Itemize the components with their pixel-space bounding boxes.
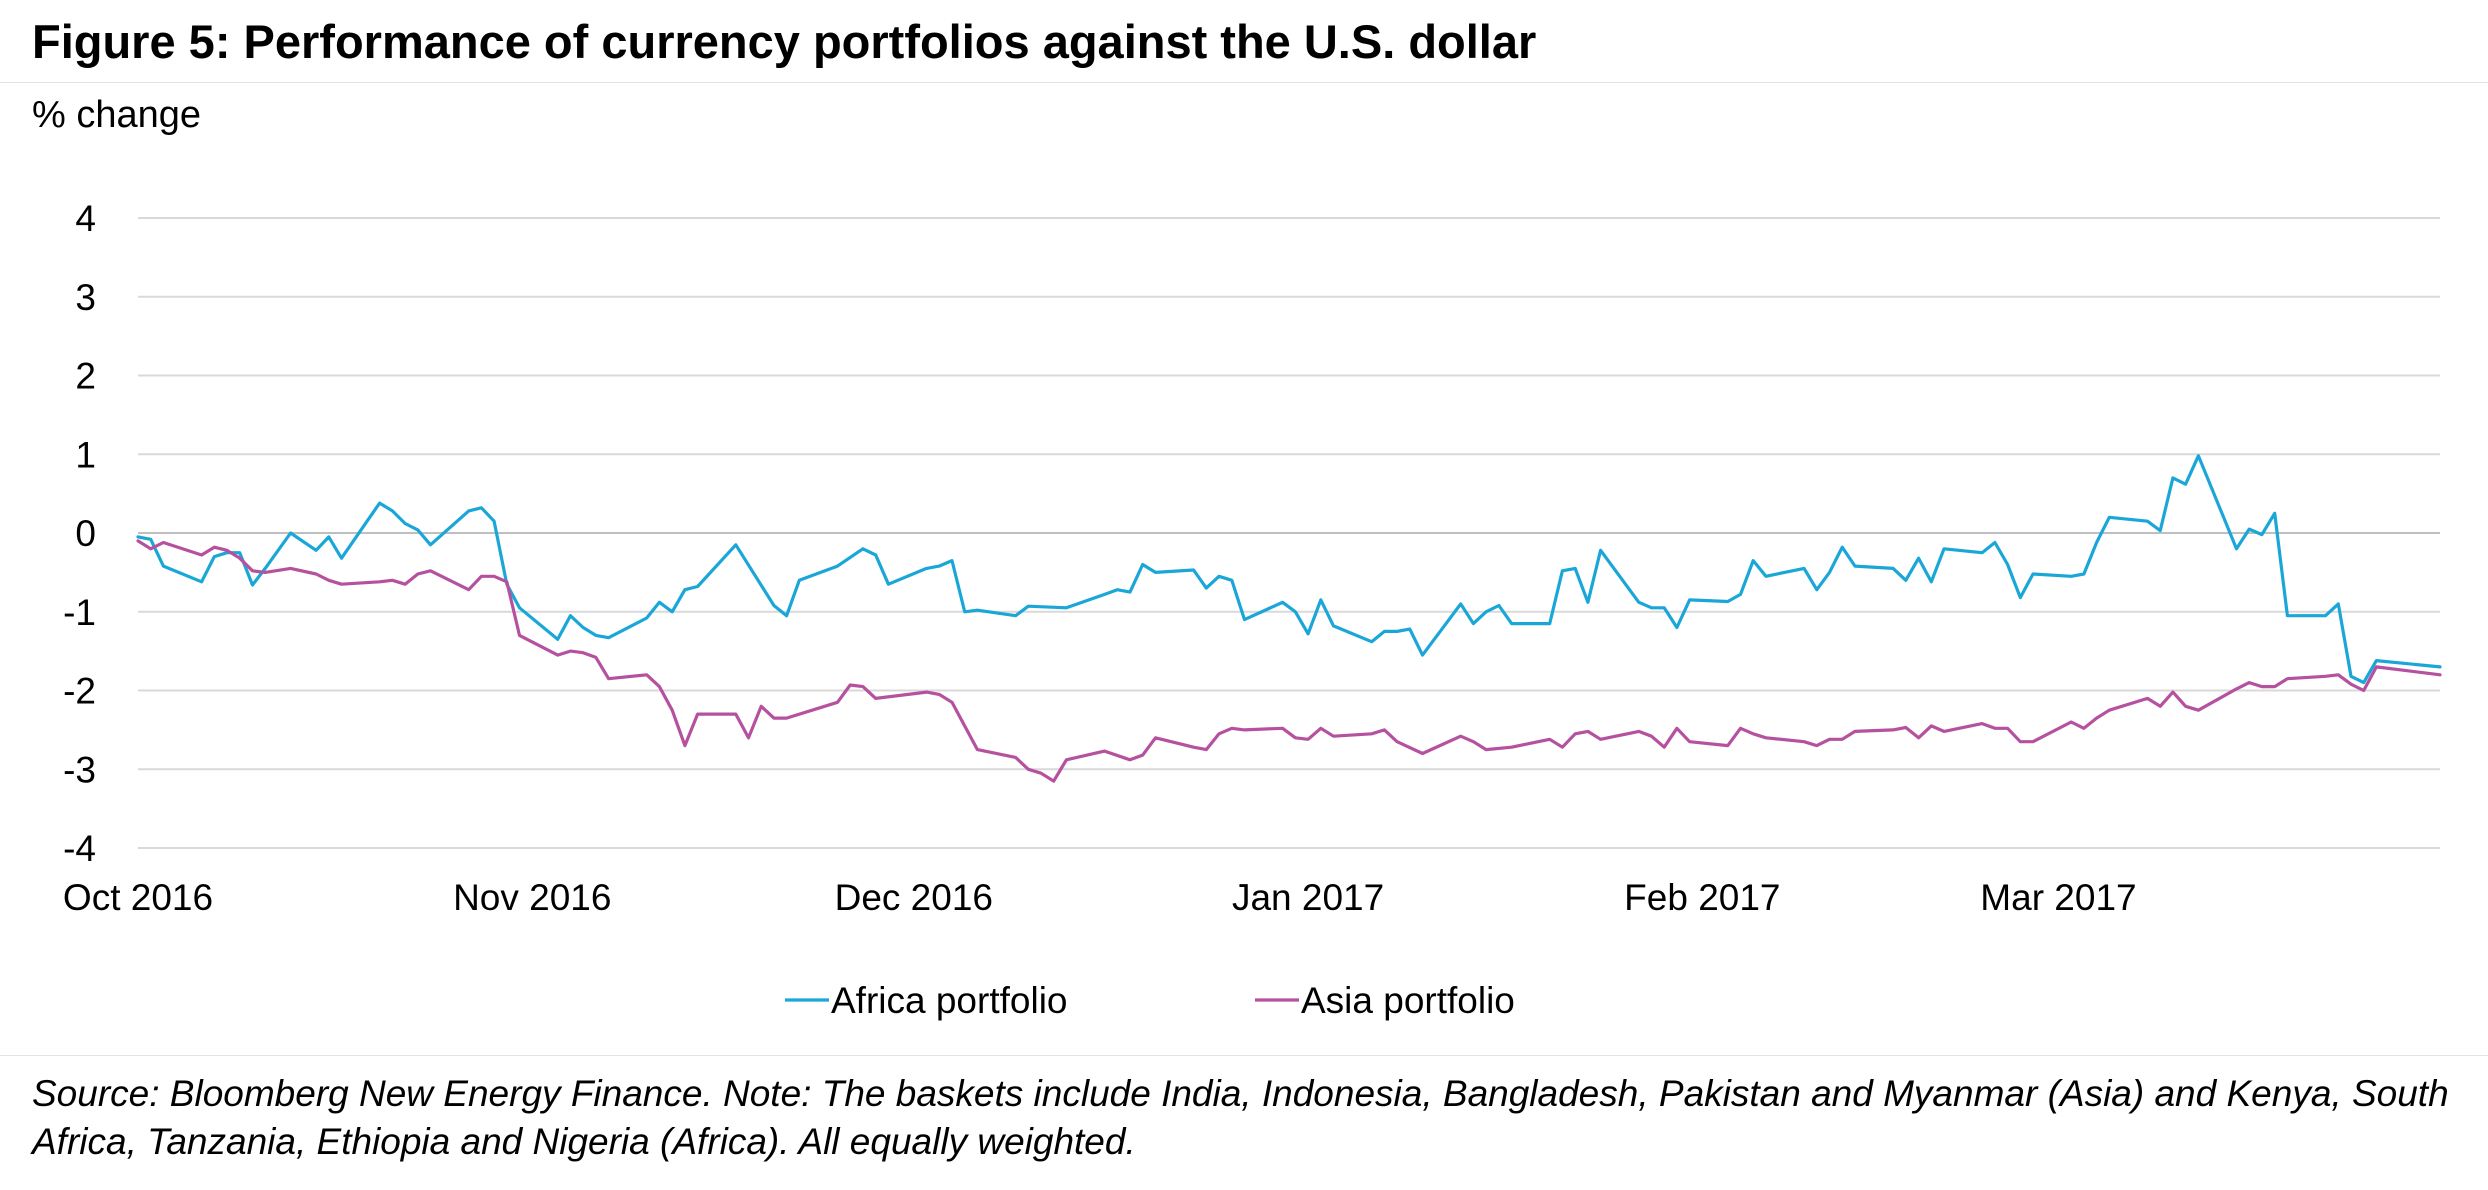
x-axis-ticks: Oct 2016 Nov 2016 Dec 2016 Jan 2017 Feb 2017… [63, 877, 2137, 918]
x-tick-label-nov-2016: Nov 2016 [453, 877, 611, 918]
y-tick-label-1: 1 [75, 434, 96, 475]
series-line-asia-portfolio [136, 539, 2442, 783]
series-lines [136, 454, 2442, 783]
y-tick-label-0: 0 [75, 513, 96, 554]
x-tick-label-oct-2016: Oct 2016 [63, 877, 213, 918]
y-tick-label-4: 4 [75, 198, 96, 239]
legend-label-asia-portfolio: Asia portfolio [1301, 980, 1515, 1021]
y-tick-label-2: 2 [75, 356, 96, 397]
x-tick-label-jan-2017: Jan 2017 [1232, 877, 1384, 918]
gridlines [138, 217, 2440, 849]
y-tick-label-neg4: -4 [63, 828, 96, 869]
y-tick-label-neg2: -2 [63, 671, 96, 712]
series-line-africa-portfolio [136, 454, 2442, 685]
top-divider [0, 82, 2488, 83]
chart-title: Figure 5: Performance of currency portfo… [32, 15, 1537, 68]
legend-label-africa-portfolio: Africa portfolio [831, 980, 1068, 1021]
y-tick-label-neg3: -3 [63, 749, 96, 790]
x-tick-label-mar-2017: Mar 2017 [1980, 877, 2136, 918]
y-tick-label-3: 3 [75, 277, 96, 318]
x-tick-label-feb-2017: Feb 2017 [1624, 877, 1780, 918]
legend: Africa portfolio Asia portfolio [785, 980, 1515, 1021]
bottom-divider [0, 1055, 2488, 1056]
y-axis-unit-label: % change [32, 94, 202, 136]
y-axis-ticks: 4 3 2 1 0 -1 -2 -3 -4 [63, 198, 96, 869]
y-tick-label-neg1: -1 [63, 592, 96, 633]
source-note: Source: Bloomberg New Energy Finance. No… [32, 1073, 2449, 1162]
x-tick-label-dec-2016: Dec 2016 [835, 877, 993, 918]
